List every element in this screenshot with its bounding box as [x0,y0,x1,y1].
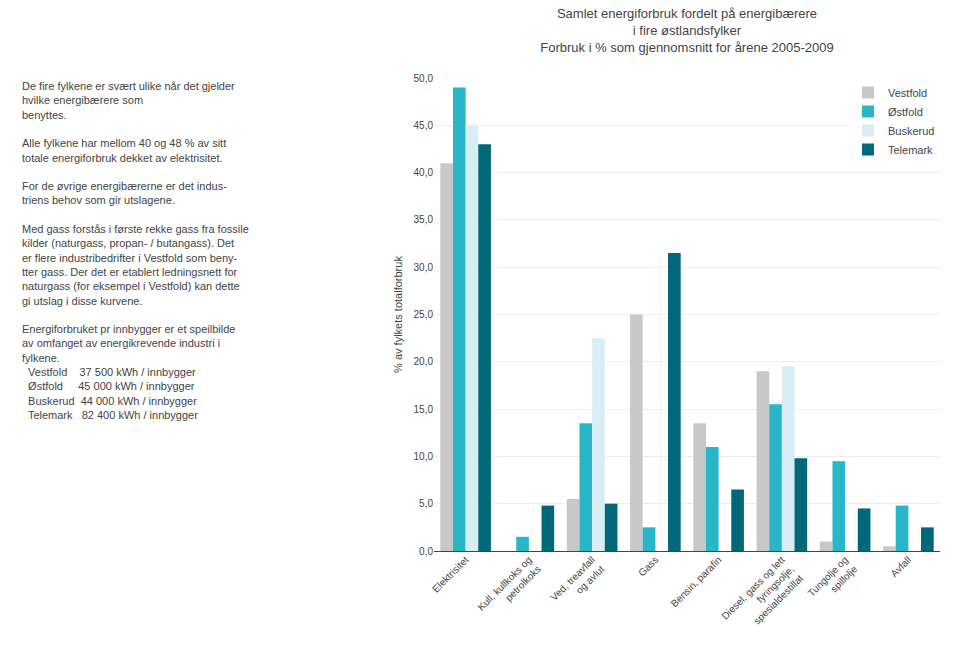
svg-text:Tungolje ogspillolje: Tungolje ogspillolje [806,554,860,608]
svg-text:Samlet energiforbruk fordelt p: Samlet energiforbruk fordelt på energibæ… [540,6,833,55]
svg-text:5,0: 5,0 [419,498,433,509]
svg-text:40,0: 40,0 [414,167,434,178]
svg-text:45,0: 45,0 [414,120,434,131]
svg-text:15,0: 15,0 [414,404,434,415]
svg-text:10,0: 10,0 [414,451,434,462]
svg-text:De fire fylkene er svært ulike: De fire fylkene er svært ulike når det g… [22,80,249,421]
svg-text:Avfall: Avfall [888,554,913,579]
svg-text:35,0: 35,0 [414,214,434,225]
svg-text:Buskerud: Buskerud [888,125,934,137]
svg-text:Vestfold: Vestfold [888,87,927,99]
svg-text:% av fylkets totalforbruk: % av fylkets totalforbruk [392,256,404,373]
svg-text:Østfold: Østfold [888,106,923,118]
svg-text:20,0: 20,0 [414,356,434,367]
svg-text:Bensin, parafin: Bensin, parafin [669,554,724,609]
svg-text:Diesel, gass og lettfyringsolj: Diesel, gass og lettfyringsolje,spesiald… [719,554,805,640]
svg-text:Kull, kullkoks ogpetrolkoks: Kull, kullkoks ogpetrolkoks [475,554,543,622]
svg-text:30,0: 30,0 [414,262,434,273]
svg-text:Telemark: Telemark [888,144,933,156]
svg-text:0,0: 0,0 [419,546,433,557]
svg-text:Ved, treavfallog avlut: Ved, treavfallog avlut [548,554,606,612]
svg-text:Elektrisitet: Elektrisitet [430,554,471,595]
svg-text:Gass: Gass [636,554,660,578]
svg-text:25,0: 25,0 [414,309,434,320]
svg-text:50,0: 50,0 [414,73,434,84]
